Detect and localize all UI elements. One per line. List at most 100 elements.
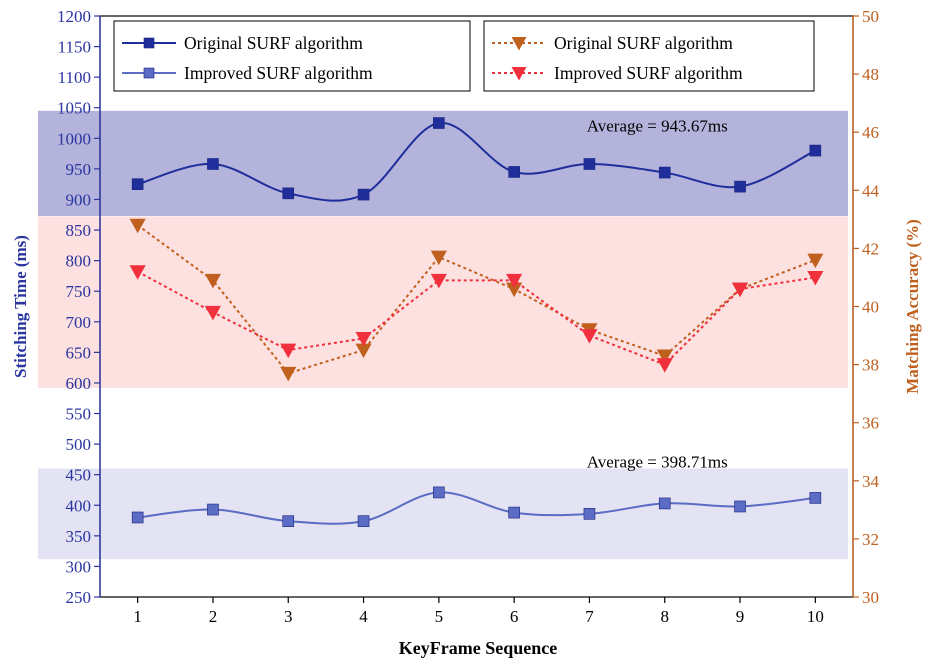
y-left-tick-label: 1200 bbox=[57, 7, 91, 26]
improved-accuracy-point bbox=[129, 265, 146, 280]
original-accuracy-point bbox=[807, 253, 824, 269]
x-axis-label: KeyFrame Sequence bbox=[399, 638, 557, 658]
improved-accuracy-point bbox=[355, 332, 372, 347]
accuracy-band bbox=[38, 216, 848, 388]
legend-marker bbox=[511, 37, 527, 51]
y-right-tick-label: 30 bbox=[862, 588, 879, 607]
y-left-tick-label: 1050 bbox=[57, 99, 91, 118]
legend-top-right: Original SURF algorithm Improved SURF alg… bbox=[483, 20, 815, 92]
y-left-tick-label: 1100 bbox=[58, 68, 91, 87]
improved-time-series bbox=[131, 486, 822, 527]
y-axis-left-label: Stitching Time (ms) bbox=[11, 235, 30, 378]
average-annotation: Average = 943.67ms bbox=[587, 117, 728, 136]
x-tick-label: 4 bbox=[359, 607, 368, 626]
x-tick-label: 8 bbox=[661, 607, 670, 626]
original-time-point bbox=[357, 188, 370, 201]
improved-accuracy-point bbox=[732, 282, 749, 298]
original-time-point bbox=[433, 117, 445, 129]
legend-top-left: Original SURF algorithm Improved SURF alg… bbox=[113, 20, 471, 92]
original-time-point bbox=[734, 180, 746, 193]
original-accuracy-point bbox=[430, 250, 447, 266]
x-tick-label: 3 bbox=[284, 607, 293, 626]
y-axis-right-label: Matching Accuracy (%) bbox=[903, 219, 922, 394]
y-left-tick-label: 450 bbox=[66, 466, 92, 485]
legend-marker bbox=[143, 37, 155, 49]
legend-marker bbox=[143, 67, 155, 79]
y-left-tick-label: 400 bbox=[66, 496, 92, 515]
x-tick-label: 2 bbox=[209, 607, 218, 626]
y-right-tick-label: 48 bbox=[862, 65, 879, 84]
legend-entry-label: Improved SURF algorithm bbox=[554, 63, 743, 83]
original-time-point bbox=[508, 166, 520, 178]
x-tick-label: 1 bbox=[133, 607, 142, 626]
y-left-tick-label: 600 bbox=[66, 374, 92, 393]
y-right-tick-label: 36 bbox=[862, 414, 879, 433]
improved-time-line bbox=[137, 491, 816, 525]
x-tick-label: 10 bbox=[807, 607, 824, 626]
y-left-tick-label: 900 bbox=[66, 190, 92, 209]
improved-accuracy-point bbox=[280, 343, 297, 359]
original-accuracy-point bbox=[506, 282, 523, 298]
original-accuracy-line bbox=[137, 224, 816, 375]
y-right-tick-label: 34 bbox=[862, 472, 880, 491]
average-annotation: Average = 398.71ms bbox=[587, 452, 728, 471]
y-right-tick-label: 42 bbox=[862, 239, 879, 258]
legend-box bbox=[483, 20, 815, 92]
improved-accuracy-point bbox=[204, 305, 221, 321]
y-left-tick-label: 800 bbox=[66, 252, 92, 271]
legend-box bbox=[113, 20, 471, 92]
y-right-tick-label: 32 bbox=[862, 530, 879, 549]
improved-time-point bbox=[734, 500, 746, 513]
y-left-tick-label: 350 bbox=[66, 527, 92, 546]
improved-accuracy-point bbox=[581, 329, 598, 344]
original-time-series bbox=[131, 117, 822, 202]
y-left-tick-label: 1000 bbox=[57, 129, 91, 148]
x-tick-label: 6 bbox=[510, 607, 519, 626]
original-accuracy-point bbox=[280, 366, 297, 382]
improved-time-point bbox=[357, 515, 370, 527]
y-right-tick-label: 44 bbox=[862, 181, 880, 200]
original-time-point bbox=[207, 158, 219, 170]
improved-time-point bbox=[207, 503, 219, 516]
y-right-tick-label: 46 bbox=[862, 123, 879, 142]
y-left-tick-label: 850 bbox=[66, 221, 92, 240]
improved-accuracy-line bbox=[137, 270, 816, 366]
improved-accuracy-series bbox=[129, 265, 824, 373]
improved-accuracy-point bbox=[807, 271, 824, 286]
y-left-tick-label: 250 bbox=[66, 588, 92, 607]
y-left-tick-label: 1150 bbox=[58, 38, 91, 57]
y-left-tick-label: 750 bbox=[66, 282, 92, 301]
y-left-tick-label: 500 bbox=[66, 435, 92, 454]
y-right-tick-label: 38 bbox=[862, 356, 879, 375]
improved-accuracy-point bbox=[506, 273, 523, 289]
original-accuracy-point bbox=[204, 273, 221, 289]
improved-time-point bbox=[658, 497, 671, 510]
original-time-point bbox=[131, 178, 144, 190]
y-right-tick-label: 50 bbox=[862, 7, 879, 26]
x-tick-label: 7 bbox=[585, 607, 594, 626]
original-time-point bbox=[809, 144, 822, 157]
original-time-line bbox=[137, 122, 816, 202]
original-time-point bbox=[282, 187, 295, 200]
original-accuracy-point bbox=[355, 343, 372, 359]
legend-entry-label: Improved SURF algorithm bbox=[184, 63, 373, 83]
original-time-point bbox=[658, 166, 671, 179]
legend-entry-label: Original SURF algorithm bbox=[184, 33, 363, 53]
improved-accuracy-point bbox=[656, 358, 673, 373]
legend-entry-label: Original SURF algorithm bbox=[554, 33, 733, 53]
x-tick-label: 5 bbox=[435, 607, 444, 626]
improved-time-point bbox=[282, 515, 295, 527]
improved-time-point bbox=[433, 486, 445, 499]
improved-time-band bbox=[38, 468, 848, 560]
original-accuracy-point bbox=[656, 349, 673, 364]
original-time-point bbox=[583, 158, 596, 170]
y-left-tick-label: 650 bbox=[66, 343, 92, 362]
y-left-tick-label: 700 bbox=[66, 313, 92, 332]
improved-time-point bbox=[508, 506, 520, 519]
y-left-tick-label: 950 bbox=[66, 160, 92, 179]
improved-time-point bbox=[583, 508, 596, 520]
x-tick-label: 9 bbox=[736, 607, 745, 626]
y-left-tick-label: 550 bbox=[66, 405, 92, 424]
improved-time-point bbox=[131, 511, 144, 524]
